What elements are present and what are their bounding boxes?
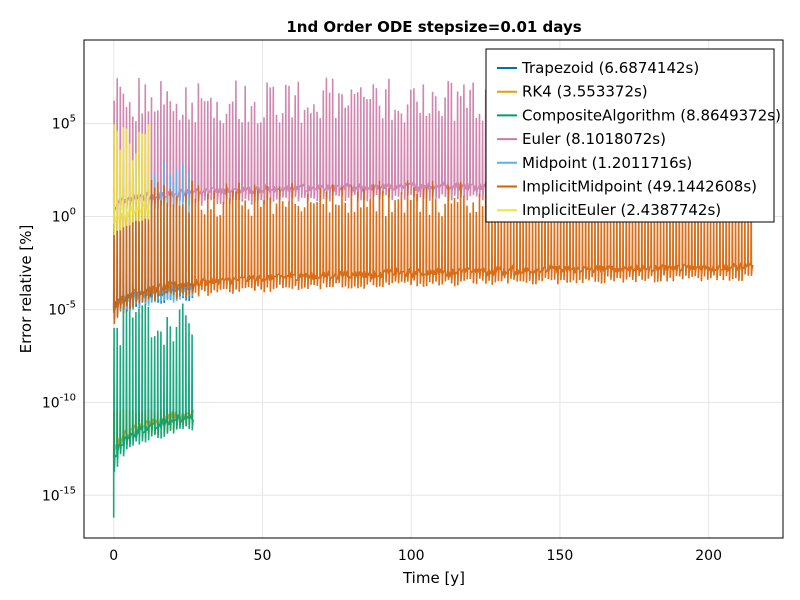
y-tick-exponent: 0: [70, 207, 76, 218]
y-axis-label: Error relative [%]: [17, 225, 35, 354]
chart-title: 1nd Order ODE stepsize=0.01 days: [286, 18, 581, 36]
y-tick-label: 10-5: [48, 299, 76, 318]
series-line: [112, 179, 754, 325]
y-tick-base: 10: [52, 117, 70, 133]
y-tick-exponent: -15: [60, 485, 76, 496]
legend-entry: Trapezoid (6.6874142s): [521, 59, 699, 77]
x-tick-label: 100: [398, 548, 425, 564]
y-tick-label: 10-15: [42, 485, 76, 504]
y-tick-exponent: 5: [70, 114, 76, 125]
y-tick-exponent: -10: [60, 392, 76, 403]
legend-entry: Euler (8.1018072s): [522, 130, 666, 148]
legend-entry: CompositeAlgorithm (8.8649372s): [522, 106, 781, 124]
y-tick-label: 100: [52, 207, 76, 226]
legend-entry: Midpoint (1.2011716s): [522, 154, 692, 172]
x-axis-label: Time [y]: [402, 569, 465, 587]
legend-entry: RK4 (3.553372s): [522, 83, 648, 101]
legend-box: [485, 48, 775, 223]
y-tick-base: 10: [42, 488, 60, 504]
y-tick-label: 105: [52, 114, 76, 133]
y-tick-base: 10: [42, 395, 60, 411]
series-line: [112, 300, 195, 518]
y-tick-exponent: -5: [66, 299, 76, 310]
legend-entry: ImplicitMidpoint (49.1442608s): [522, 178, 757, 196]
series-line: [112, 124, 150, 236]
x-tick-label: 50: [254, 548, 272, 564]
x-tick-label: 0: [109, 548, 118, 564]
y-tick-base: 10: [52, 210, 70, 226]
legend-entry: ImplicitEuler (2.4387742s): [522, 201, 721, 219]
plot-frame: [83, 39, 784, 539]
y-tick-label: 10-10: [42, 392, 76, 411]
x-tick-label: 150: [547, 548, 574, 564]
x-tick-label: 200: [695, 548, 722, 564]
legend: Trapezoid (6.6874142s) RK4 (3.553372s) Com…: [485, 48, 781, 223]
y-tick-base: 10: [48, 302, 66, 318]
